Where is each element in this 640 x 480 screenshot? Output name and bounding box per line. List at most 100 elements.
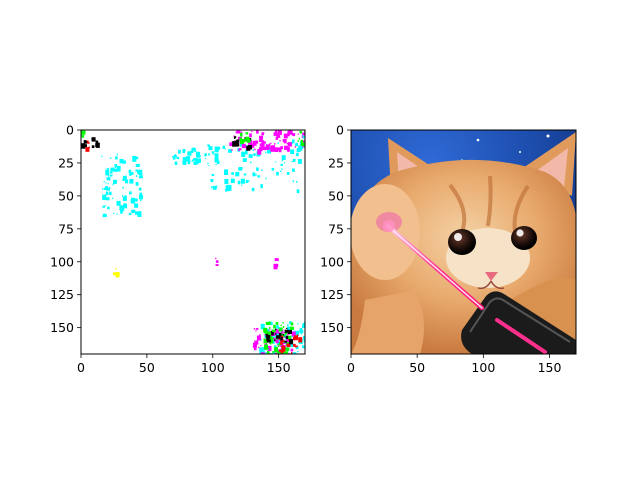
- speckle: [289, 326, 294, 330]
- speckle: [236, 130, 241, 134]
- speckle: [241, 184, 243, 186]
- speckle: [297, 334, 299, 337]
- speckle: [196, 154, 201, 158]
- speckle: [292, 336, 296, 341]
- speckle: [104, 205, 107, 207]
- speckle: [216, 264, 219, 266]
- speckle: [252, 140, 257, 146]
- speckle: [102, 194, 107, 200]
- speckle: [268, 321, 271, 323]
- speckle: [260, 352, 265, 354]
- speckle: [295, 142, 298, 147]
- speckle: [272, 335, 274, 338]
- speckle: [241, 143, 246, 149]
- speckle: [292, 158, 296, 162]
- left-x-tick-label: 0: [77, 360, 85, 375]
- speckle: [297, 158, 302, 164]
- raised-paw: [351, 184, 420, 280]
- speckle: [238, 149, 240, 152]
- speckle: [236, 139, 239, 143]
- speckle: [207, 144, 210, 147]
- speckle: [256, 167, 259, 171]
- speckle: [270, 142, 272, 144]
- speckle: [254, 148, 256, 151]
- speckle: [245, 145, 247, 147]
- speckle: [257, 175, 260, 178]
- speckle: [261, 132, 264, 136]
- speckle: [289, 339, 294, 345]
- speckle: [240, 139, 244, 144]
- speckle: [132, 155, 137, 162]
- speckle: [285, 335, 289, 340]
- speckle: [277, 344, 279, 346]
- speckle: [122, 178, 125, 181]
- speckle: [123, 203, 128, 209]
- speckle: [255, 330, 257, 332]
- speckle: [295, 330, 299, 336]
- speckle: [135, 169, 138, 172]
- speckle: [263, 338, 268, 344]
- speckle: [131, 172, 134, 175]
- speckle: [281, 350, 284, 353]
- speckle: [276, 342, 280, 345]
- speckle: [172, 156, 174, 158]
- speckle: [279, 170, 282, 172]
- speckle: [224, 169, 228, 175]
- speckle: [114, 164, 118, 167]
- speckle: [237, 131, 239, 133]
- speckle: [277, 346, 280, 347]
- speckle: [303, 345, 305, 347]
- speckle: [178, 149, 181, 154]
- speckle: [302, 135, 305, 139]
- speckle: [296, 148, 301, 152]
- speckle: [233, 136, 236, 138]
- speckle: [274, 142, 276, 145]
- speckle: [291, 161, 293, 163]
- speckle: [81, 143, 86, 149]
- speckle: [135, 163, 140, 167]
- speckle: [290, 344, 294, 348]
- speckle: [282, 322, 284, 324]
- speckle: [268, 144, 271, 146]
- speckle: [280, 324, 282, 326]
- left-axes-frame: [80, 129, 306, 355]
- speckle: [281, 346, 286, 352]
- speckle: [286, 343, 291, 348]
- speckle: [260, 184, 263, 189]
- speckle: [215, 257, 217, 260]
- speckle: [196, 158, 201, 163]
- speckle: [135, 211, 139, 215]
- speckle: [299, 130, 303, 134]
- speckle: [274, 330, 276, 332]
- speckle: [243, 173, 247, 176]
- speckle: [262, 146, 267, 151]
- speckle: [212, 185, 217, 190]
- left-y-tick-label: 0: [66, 123, 74, 138]
- speckle: [174, 155, 177, 158]
- right-axes-frame: [350, 129, 577, 355]
- speckle: [128, 212, 132, 216]
- speckle: [286, 172, 290, 175]
- speckle: [138, 187, 142, 191]
- speckle: [115, 267, 117, 270]
- speckle: [125, 179, 129, 184]
- speckle: [279, 349, 282, 353]
- right-y-tick-label: 150: [320, 320, 344, 335]
- speckle: [234, 137, 236, 139]
- speckle: [289, 321, 292, 325]
- speckle: [259, 349, 264, 354]
- speckle: [253, 328, 255, 330]
- speckle: [266, 339, 271, 343]
- speckle: [269, 327, 271, 329]
- speckle: [133, 198, 138, 202]
- speckle: [253, 347, 257, 351]
- speckle: [116, 201, 118, 203]
- speckle: [298, 145, 303, 151]
- speckle: [294, 146, 296, 148]
- speckle: [212, 153, 214, 155]
- speckle: [204, 157, 207, 159]
- speckle: [102, 205, 106, 208]
- right-x-tick-label: 100: [471, 360, 495, 375]
- speckle: [134, 203, 139, 208]
- speckle: [229, 142, 234, 146]
